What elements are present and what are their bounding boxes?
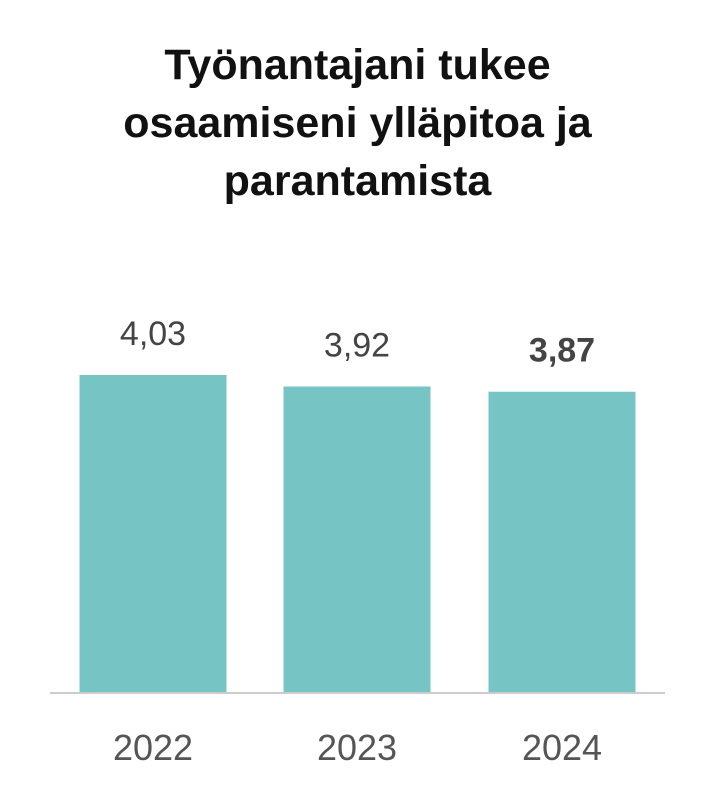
bar-2024 xyxy=(488,391,636,692)
chart-title-line-2: osaamiseni ylläpitoa ja xyxy=(123,99,592,147)
x-tick-label-2024: 2024 xyxy=(522,727,602,768)
chart-title-line-1: Työnantajani tukee xyxy=(164,41,551,89)
data-label-2024: 3,87 xyxy=(529,332,595,370)
chart-title: Työnantajani tukee osaamiseni ylläpitoa … xyxy=(0,36,715,210)
bar-2022 xyxy=(79,375,227,692)
x-tick-label-2023: 2023 xyxy=(317,727,397,768)
x-tick-label-2022: 2022 xyxy=(113,727,193,768)
data-label-2023: 3,92 xyxy=(324,327,390,365)
bar-2023 xyxy=(283,386,431,692)
data-label-2022: 4,03 xyxy=(120,315,186,353)
chart-title-line-3: parantamista xyxy=(223,157,492,205)
